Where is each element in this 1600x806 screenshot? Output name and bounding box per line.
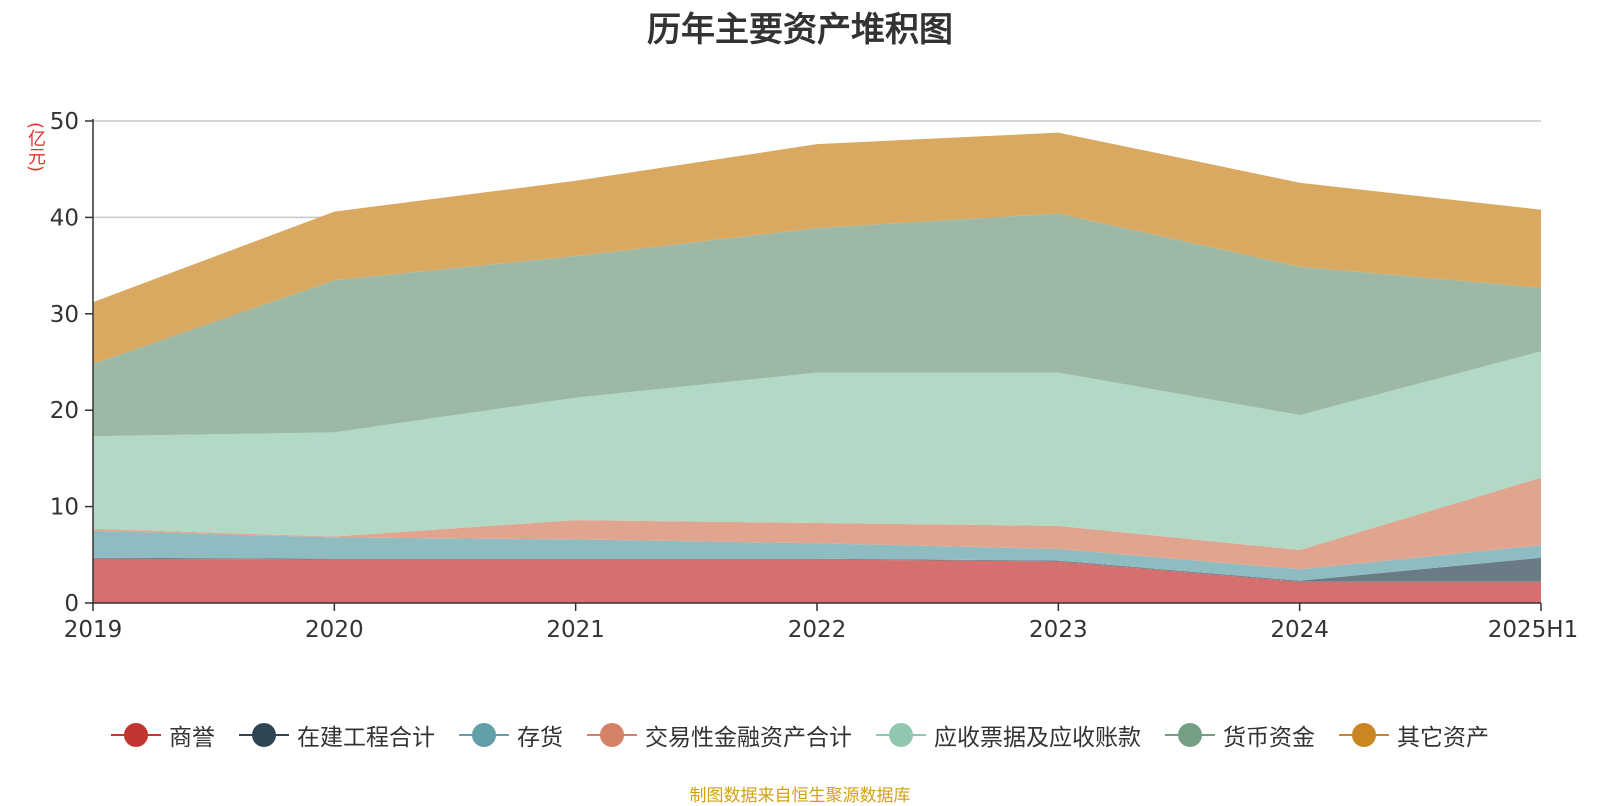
legend-item-0[interactable]: 商誉 — [111, 718, 215, 752]
legend-item-6[interactable]: 其它资产 — [1339, 718, 1489, 752]
legend-marker-icon — [111, 722, 161, 748]
y-tick-label: 0 — [64, 591, 79, 617]
legend-label: 在建工程合计 — [297, 725, 435, 751]
legend-item-1[interactable]: 在建工程合计 — [239, 718, 435, 752]
chart-title: 历年主要资产堆积图 — [647, 10, 953, 50]
legend-marker-icon — [587, 722, 637, 748]
legend-label: 其它资产 — [1397, 725, 1489, 751]
axes: 0 10 20 30 40 50 2019 2020 2021 2022 2023 2024 2025H… — [50, 109, 1579, 643]
legend-marker-icon — [1339, 722, 1389, 748]
area-5[interactable] — [93, 213, 1541, 437]
legend-item-5[interactable]: 货币资金 — [1165, 718, 1315, 752]
legend-marker-icon — [459, 722, 509, 748]
area-0[interactable] — [93, 558, 1541, 603]
legend-item-3[interactable]: 交易性金融资产合计 — [587, 718, 852, 752]
legend-marker-icon — [876, 722, 926, 748]
x-tick-label: 2021 — [546, 617, 605, 643]
legend-item-4[interactable]: 应收票据及应收账款 — [876, 718, 1141, 752]
x-tick-label: 2024 — [1270, 617, 1329, 643]
data-source-note: 制图数据来自恒生聚源数据库 — [689, 786, 911, 806]
x-tick-label: 2020 — [305, 617, 364, 643]
legend-label: 交易性金融资产合计 — [645, 725, 852, 751]
area-2[interactable] — [93, 530, 1541, 581]
y-tick-label: 30 — [50, 302, 79, 328]
area-1[interactable] — [93, 557, 1541, 582]
x-tick-label: 2025H1 — [1488, 617, 1578, 643]
area-series — [93, 132, 1541, 603]
y-axis-unit-label: (亿元) — [25, 122, 46, 173]
x-tick-label: 2019 — [64, 617, 123, 643]
y-tick-label: 40 — [50, 205, 79, 231]
legend-label: 存货 — [517, 725, 563, 751]
area-6[interactable] — [93, 132, 1541, 364]
y-tick-label: 20 — [50, 398, 79, 424]
area-4[interactable] — [93, 351, 1541, 550]
legend: 商誉 在建工程合计 存货 交易性金融资产合计 应收票据及应收账款 货币资金 其它资产 — [0, 718, 1600, 752]
y-tick-label: 10 — [50, 495, 79, 521]
legend-label: 应收票据及应收账款 — [934, 725, 1141, 751]
legend-label: 货币资金 — [1223, 725, 1315, 751]
legend-marker-icon — [239, 722, 289, 748]
area-3[interactable] — [93, 477, 1541, 570]
legend-label: 商誉 — [169, 725, 215, 751]
x-tick-label: 2022 — [788, 617, 847, 643]
legend-item-2[interactable]: 存货 — [459, 718, 563, 752]
x-tick-label: 2023 — [1029, 617, 1088, 643]
y-tick-label: 50 — [50, 109, 79, 135]
legend-marker-icon — [1165, 722, 1215, 748]
